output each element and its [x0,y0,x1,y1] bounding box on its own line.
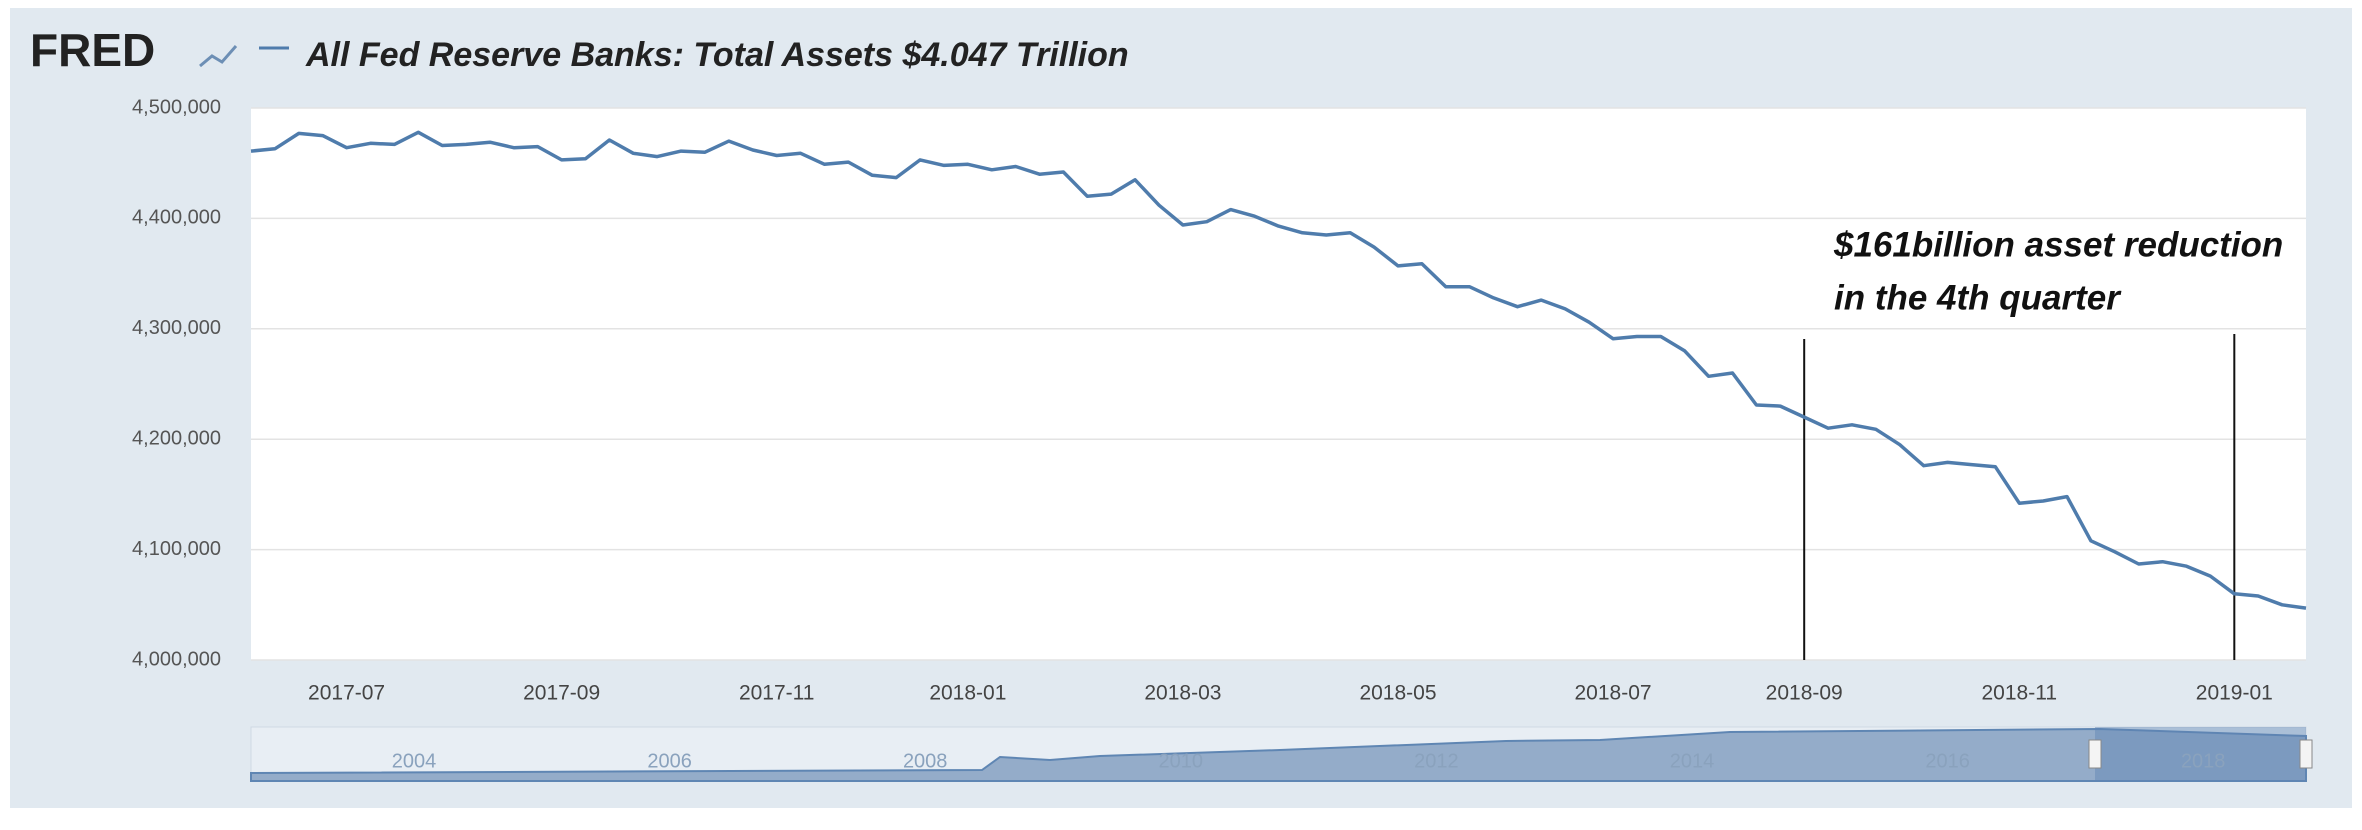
x-tick-label: 2018-07 [1574,682,1651,705]
annotation: in the 4th quarter [1834,278,2122,317]
plot-area [251,108,2306,660]
y-tick-label: 4,200,000 [132,427,221,449]
chart-title: All Fed Reserve Banks: Total Assets $4.0… [305,36,1129,74]
x-tick-label: 2018-09 [1766,682,1843,705]
x-tick-label: 2017-09 [523,682,600,705]
line-series [250,130,2307,610]
logo-icon [199,45,238,68]
x-tick-label: 2019-01 [2196,682,2273,705]
navigator-handle[interactable] [2299,739,2313,769]
navigator-label: 2006 [647,750,692,772]
x-tick-label: 2017-11 [739,682,815,705]
y-tick-label: 4,400,000 [132,207,221,229]
logo: FRED [30,24,155,76]
y-tick-label: 4,100,000 [132,538,221,560]
y-tick-label: 4,000,000 [132,648,221,670]
y-tick-label: 4,300,000 [132,317,221,339]
navigator-label: 2012 [1414,750,1459,772]
navigator-area [250,727,2307,782]
x-tick-label: 2018-03 [1144,682,1221,705]
y-tick-label: 4,500,000 [132,96,221,118]
x-tick-label: 2018-05 [1359,682,1436,705]
annotation: $161billion asset reduction [1833,225,2283,264]
navigator-label: 2008 [903,750,948,772]
navigator-selection[interactable] [2095,727,2306,781]
navigator-label: 2010 [1159,750,1204,772]
x-tick-label: 2018-01 [929,682,1006,705]
navigator-label: 2018 [2181,750,2226,772]
navigator-handle[interactable] [2088,739,2102,769]
navigator-label: 2004 [392,750,437,772]
navigator-label: 2016 [1925,750,1970,772]
x-tick-label: 2017-07 [308,682,385,705]
navigator-label: 2014 [1670,750,1715,772]
x-tick-label: 2018-11 [1981,682,2057,705]
